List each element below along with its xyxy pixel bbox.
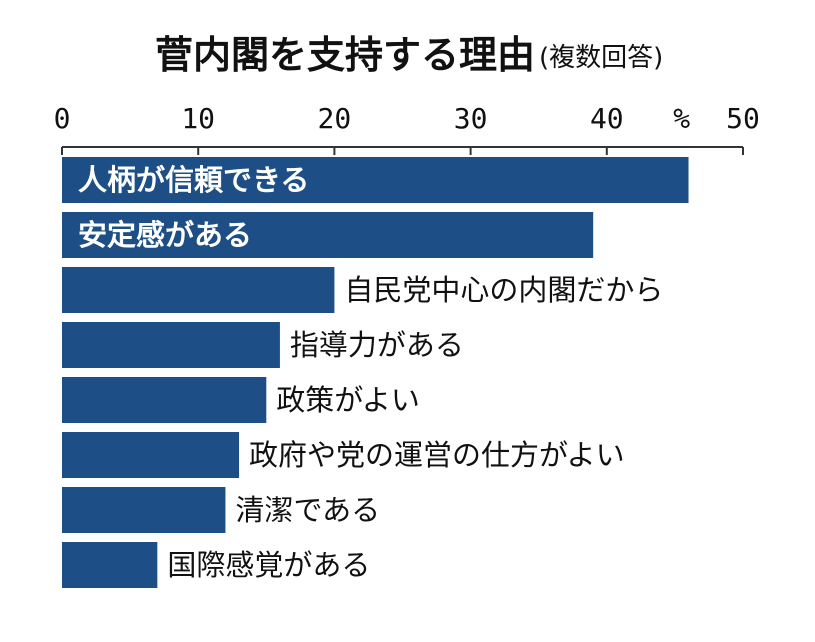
x-axis: 0 10 20 30 40 50%: [54, 102, 760, 155]
bar: [62, 157, 689, 203]
bars: [62, 157, 689, 588]
x-tick-label: 30: [454, 102, 488, 135]
bar-labels: 人柄が信頼できる安定感がある自民党中心の内閣だから指導力がある政策がよい政府や党…: [78, 163, 663, 582]
chart-subtitle: (複数回答): [539, 43, 663, 73]
category-label: 人柄が信頼できる: [78, 163, 309, 197]
category-label: 指導力がある: [290, 328, 464, 362]
category-label: 安定感がある: [78, 218, 252, 252]
bar: [62, 267, 335, 313]
bar: [62, 432, 240, 478]
category-label: 国際感覚がある: [167, 548, 370, 582]
chart-title-group: 菅内閣を支持する理由 (複数回答): [155, 33, 663, 77]
x-tick-label: 0: [54, 102, 71, 135]
x-tick-label: 40: [590, 102, 624, 135]
bar: [62, 487, 226, 533]
category-label: 政府や党の運営の仕方がよい: [249, 438, 625, 472]
category-label: 清潔である: [235, 493, 380, 527]
category-label: 政策がよい: [276, 383, 420, 417]
bar: [62, 542, 158, 588]
category-label: 自民党中心の内閣だから: [344, 273, 663, 307]
x-tick-label: 10: [181, 102, 215, 135]
chart-title: 菅内閣を支持する理由: [155, 33, 535, 77]
x-tick-label: 50: [726, 102, 760, 135]
x-unit-label: %: [673, 102, 690, 135]
x-tick-label: 20: [318, 102, 352, 135]
bar: [62, 377, 267, 423]
bar: [62, 212, 594, 258]
bar: [62, 322, 280, 368]
